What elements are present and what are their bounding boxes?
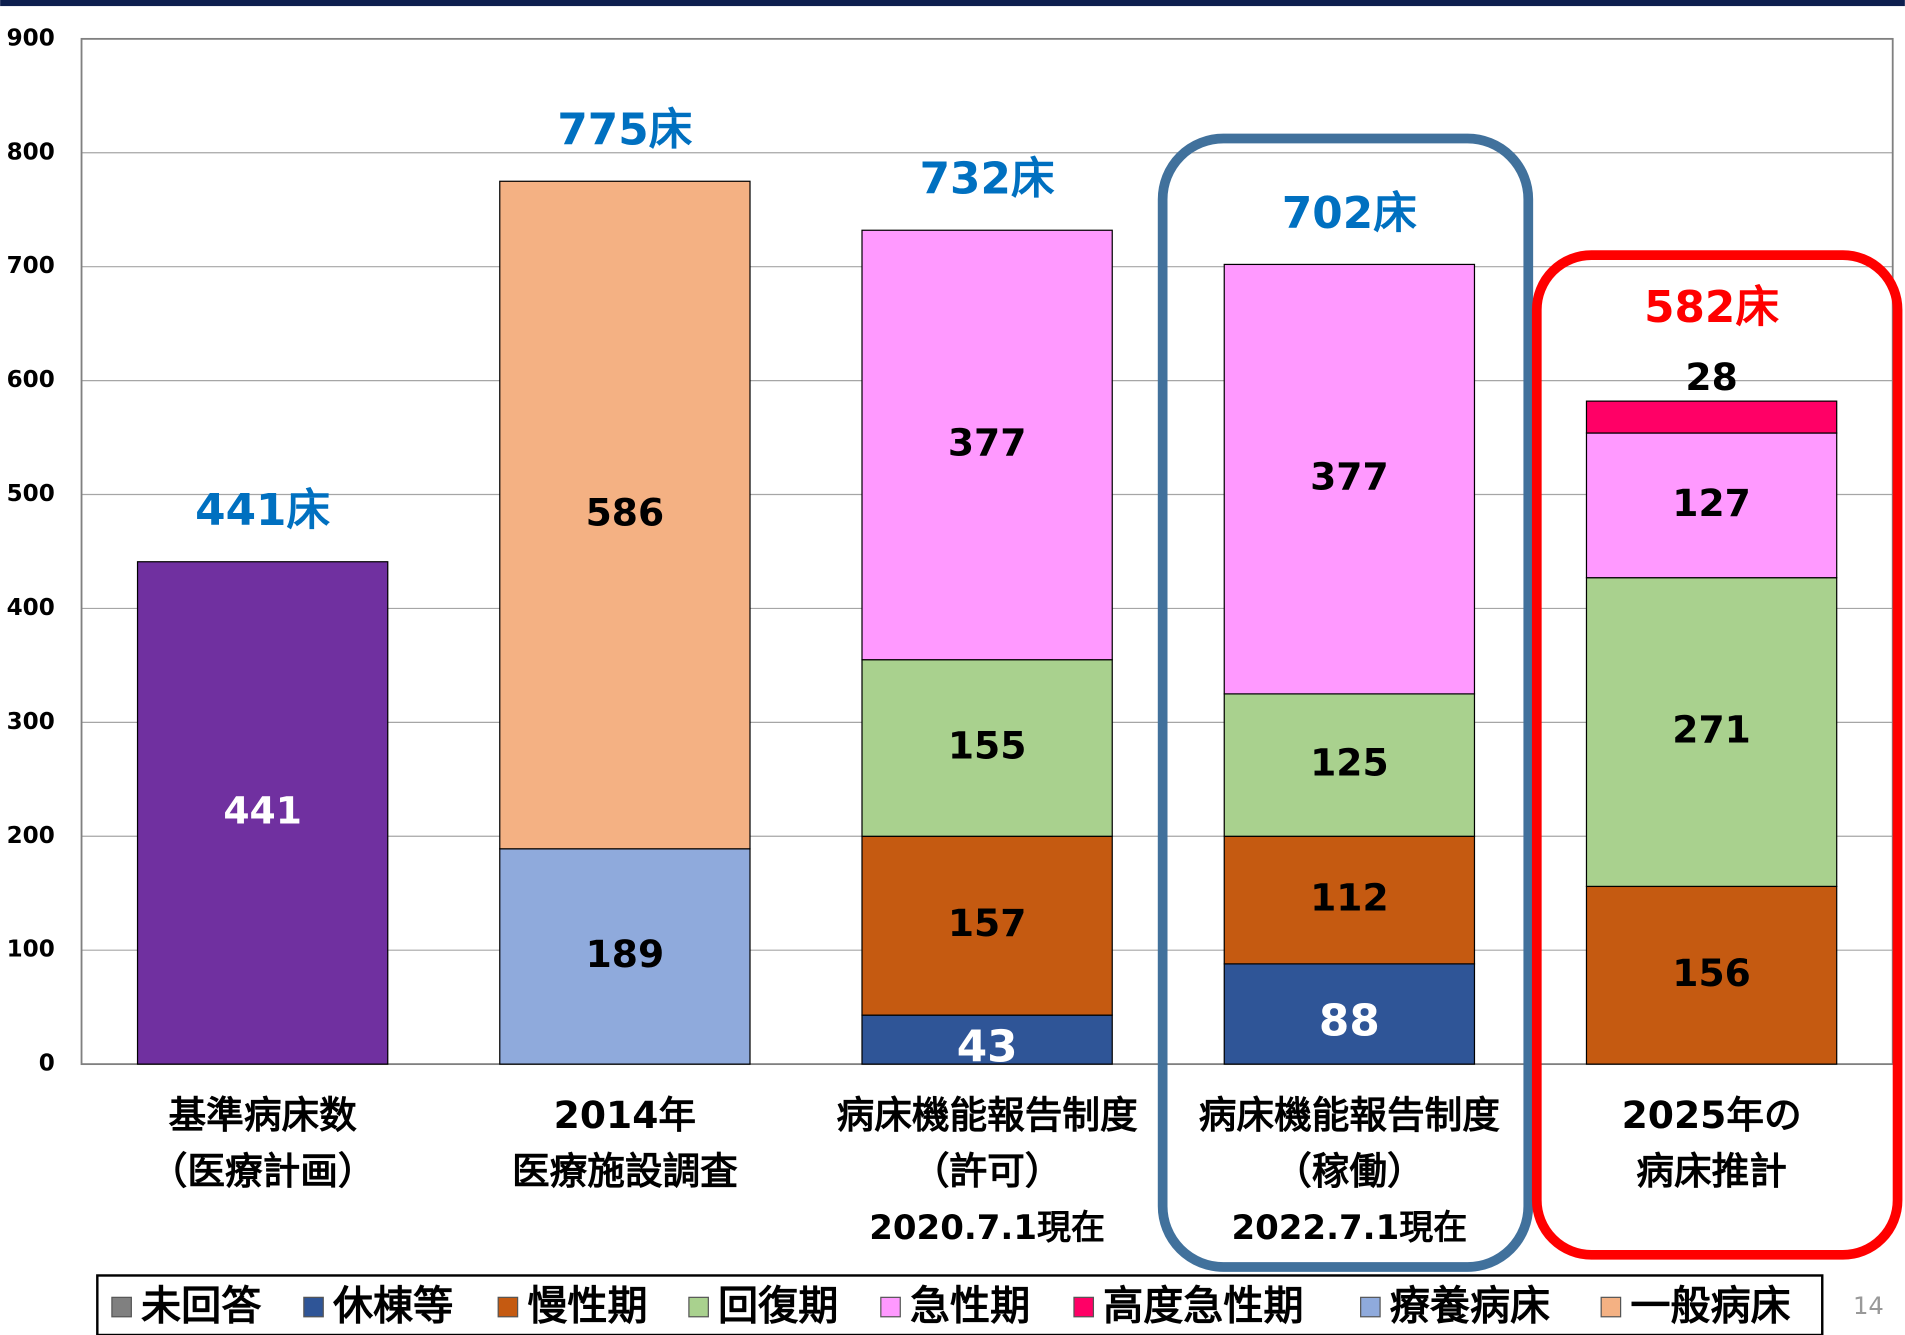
data-label: 155: [948, 723, 1027, 767]
legend-label: 療養病床: [1390, 1283, 1550, 1329]
data-label: 271: [1672, 708, 1751, 752]
y-tick-label: 300: [7, 709, 55, 735]
legend: [96, 1274, 1824, 1335]
legend-label: 未回答: [141, 1283, 262, 1329]
bar-segment: [1585, 432, 1838, 579]
legend-swatch: [303, 1296, 324, 1318]
page-number: 14: [1853, 1291, 1884, 1320]
bar-segment: [861, 659, 1113, 837]
x-tick-label: 病床推計: [1636, 1149, 1787, 1193]
y-tick-label: 0: [39, 1051, 55, 1077]
y-tick-label: 900: [7, 25, 55, 51]
y-tick-label: 100: [7, 937, 55, 963]
data-label: 441: [223, 788, 302, 832]
total-label: 582床: [1644, 282, 1779, 333]
data-label: 189: [586, 932, 665, 976]
bar-segment: [1223, 693, 1476, 837]
bar-segment: [136, 561, 389, 1065]
bar-segment: [1585, 400, 1838, 434]
y-tick-label: 500: [7, 481, 55, 507]
legend-label: 高度急性期: [1103, 1283, 1303, 1329]
data-label: 112: [1310, 876, 1389, 920]
data-label: 88: [1319, 996, 1380, 1047]
data-label: 125: [1310, 741, 1389, 785]
x-tick-label: 2014年: [554, 1093, 696, 1137]
x-tick-label: 病床機能報告制度: [837, 1093, 1138, 1137]
y-tick-label: 600: [7, 367, 55, 393]
data-label: 377: [948, 420, 1027, 464]
bar-segment: [1223, 963, 1476, 1065]
legend-swatch: [1073, 1296, 1095, 1318]
bar-segment: [499, 848, 751, 1065]
bar-segment: [1585, 885, 1838, 1065]
top-band: [0, 0, 1905, 7]
highlight-box: [1531, 250, 1903, 1260]
data-label: 43: [957, 1021, 1018, 1072]
bar-segment: [1223, 263, 1476, 695]
total-label: 732床: [920, 154, 1055, 205]
legend-swatch: [497, 1296, 519, 1318]
data-label: 156: [1672, 951, 1751, 995]
bar-segment: [1585, 577, 1838, 888]
total-label: 702床: [1282, 188, 1417, 239]
x-tick-label: 医療施設調査: [512, 1149, 738, 1193]
y-tick-label: 800: [7, 139, 55, 165]
legend-label: 急性期: [910, 1283, 1030, 1329]
data-label: 28: [1685, 355, 1737, 399]
data-label: 586: [586, 491, 665, 535]
x-tick-label: （許可）: [912, 1149, 1063, 1193]
bar-segment: [861, 229, 1113, 661]
x-tick-label: 2020.7.1現在: [869, 1208, 1105, 1248]
legend-swatch: [111, 1296, 132, 1318]
legend-label: 一般病床: [1630, 1283, 1790, 1329]
total-label: 775床: [557, 105, 692, 156]
legend-swatch: [880, 1296, 901, 1318]
x-tick-label: 基準病床数: [169, 1093, 358, 1137]
legend-label: 休棟等: [332, 1283, 453, 1329]
legend-label: 回復期: [718, 1283, 838, 1329]
bar-segment: [499, 180, 751, 850]
y-tick-label: 400: [7, 595, 55, 621]
legend-swatch: [1600, 1296, 1622, 1318]
bar-segment: [1223, 835, 1476, 965]
legend-swatch: [688, 1296, 709, 1318]
legend-label: 慢性期: [527, 1283, 647, 1329]
data-label: 377: [1310, 455, 1389, 499]
x-tick-label: （稼働）: [1274, 1149, 1425, 1193]
bar-segment: [861, 1014, 1113, 1065]
legend-swatch: [1360, 1296, 1381, 1318]
x-tick-label: 2025年の: [1622, 1093, 1802, 1137]
x-tick-label: 2022.7.1現在: [1231, 1208, 1467, 1248]
y-tick-label: 200: [7, 823, 55, 849]
x-tick-label: （医療計画）: [150, 1149, 376, 1193]
data-label: 157: [948, 901, 1027, 945]
bar-segment: [861, 835, 1113, 1016]
x-tick-label: 病床機能報告制度: [1199, 1093, 1500, 1137]
y-tick-label: 700: [7, 253, 55, 279]
highlight-box: [1157, 133, 1534, 1272]
total-label: 441床: [195, 485, 330, 536]
data-label: 127: [1672, 481, 1751, 525]
